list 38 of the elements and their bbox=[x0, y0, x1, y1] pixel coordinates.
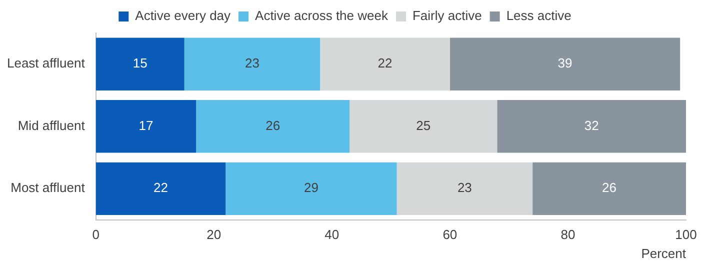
x-tick-label: 80 bbox=[560, 227, 576, 242]
data-label: 32 bbox=[584, 118, 599, 133]
bar bbox=[184, 38, 320, 90]
x-tick-label: 20 bbox=[206, 227, 222, 242]
data-label: 15 bbox=[132, 56, 148, 71]
bar bbox=[96, 38, 184, 90]
data-label: 29 bbox=[304, 180, 318, 196]
y-tick-label: Mid affluent bbox=[18, 118, 86, 133]
data-label: 25 bbox=[416, 118, 431, 133]
bar bbox=[96, 162, 226, 216]
y-tick-label: Least affluent bbox=[6, 56, 86, 71]
legend-label: Active every day bbox=[135, 8, 232, 24]
bar bbox=[532, 162, 686, 216]
legend-label: Fairly active bbox=[412, 8, 482, 24]
data-label: 22 bbox=[378, 56, 392, 71]
x-tick-label: 100 bbox=[675, 227, 697, 242]
x-tick-label: 40 bbox=[324, 227, 340, 242]
bar bbox=[196, 100, 350, 153]
data-label: 26 bbox=[266, 118, 280, 133]
data-label: 17 bbox=[138, 118, 154, 133]
x-tick-label: 60 bbox=[442, 227, 458, 242]
bar bbox=[96, 100, 196, 153]
bar bbox=[396, 162, 533, 216]
legend-label: Less active bbox=[506, 8, 572, 24]
bar bbox=[350, 100, 498, 153]
bar bbox=[450, 38, 680, 90]
data-label: 22 bbox=[154, 180, 168, 196]
data-label: 39 bbox=[558, 56, 572, 71]
y-tick-label: Most affluent bbox=[10, 180, 86, 196]
x-axis-title: Percent bbox=[641, 246, 686, 261]
bar bbox=[497, 100, 686, 153]
bar bbox=[320, 38, 450, 90]
data-label: 26 bbox=[602, 180, 617, 196]
data-label: 23 bbox=[457, 180, 472, 196]
data-label: 23 bbox=[244, 56, 260, 71]
legend-label: Active across the week bbox=[255, 8, 388, 24]
bar bbox=[226, 162, 397, 216]
x-tick-label: 0 bbox=[92, 227, 100, 242]
